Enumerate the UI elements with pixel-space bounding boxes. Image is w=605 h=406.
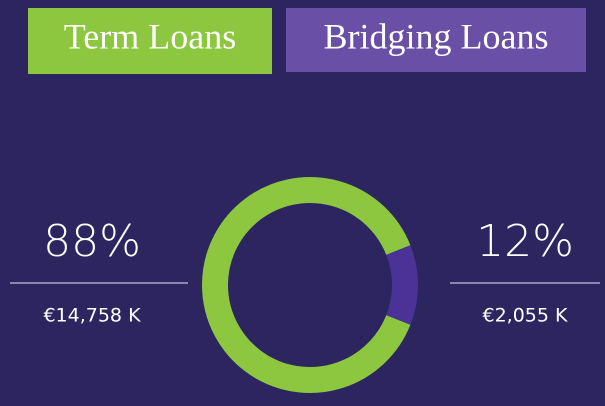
legend-tab (286, 8, 586, 72)
legend-tab (28, 8, 272, 74)
donut-slice (202, 177, 411, 393)
amount-label: €2,055 K (483, 305, 569, 327)
amount-label: €14,758 K (43, 305, 141, 327)
percent-label: 12% (476, 216, 574, 267)
legend-label: Bridging Loans (324, 16, 549, 56)
percent-label: 88% (43, 216, 141, 267)
legend-label: Term Loans (64, 16, 236, 56)
donut-slice (386, 245, 418, 325)
